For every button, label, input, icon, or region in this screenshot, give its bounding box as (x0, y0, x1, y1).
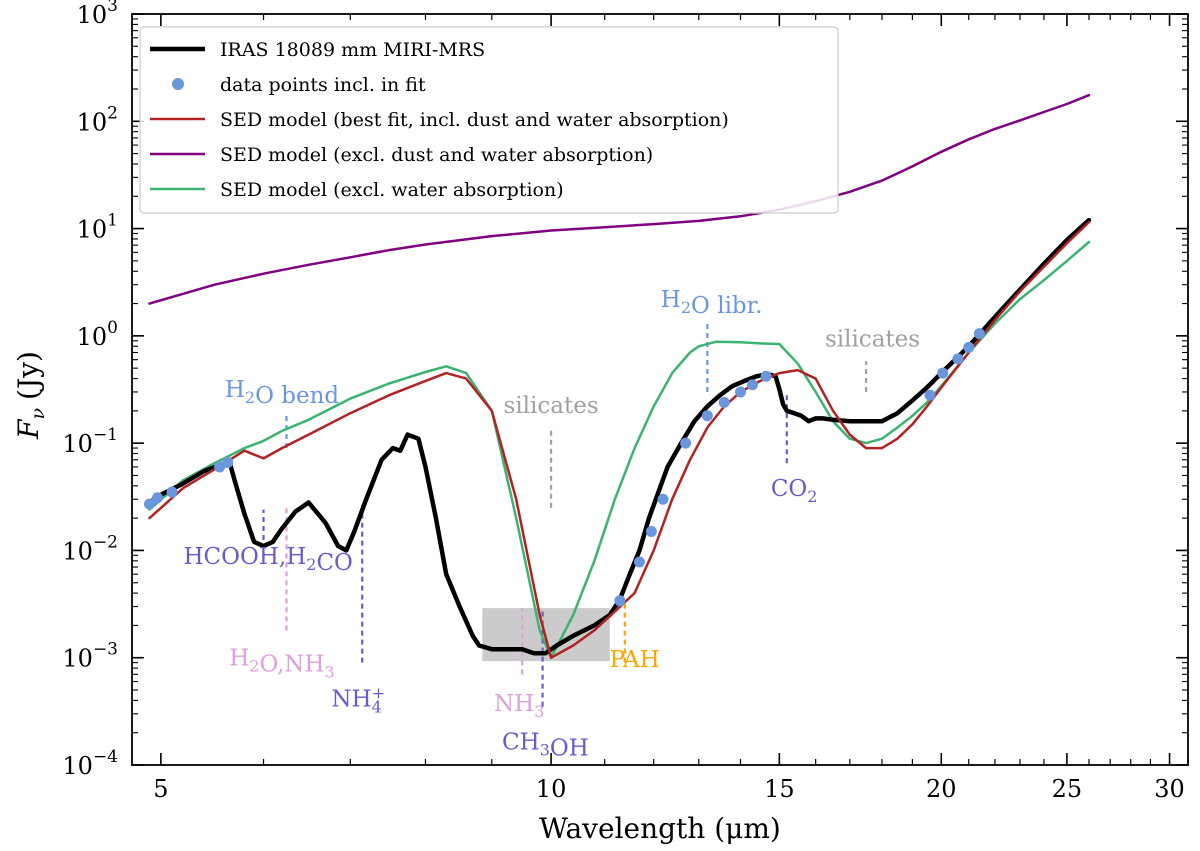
y-tick-label: 10−2 (62, 532, 118, 565)
annotation-label: silicates (504, 393, 599, 419)
legend-label: data points incl. in fit (220, 74, 426, 96)
fit-point (151, 492, 163, 504)
y-tick-label: 10−3 (62, 640, 118, 673)
svg-text:Fν(Jy): Fν (Jy) (12, 351, 49, 440)
fit-point (734, 386, 746, 398)
series-line (148, 240, 1091, 659)
fit-point (645, 526, 657, 538)
x-tick-label: 30 (1154, 775, 1185, 803)
plot-frame (131, 13, 1189, 766)
fit-point (760, 370, 772, 382)
legend: IRAS 18089 mm MIRI-MRS data points incl. … (139, 26, 839, 214)
y-tick-label: 10−4 (62, 747, 118, 780)
fit-point (166, 486, 178, 498)
fit-point (701, 410, 713, 422)
annotation-label: NH4+ (331, 684, 385, 717)
legend-label: SED model (excl. water absorption) (220, 179, 564, 201)
fit-point (657, 493, 669, 505)
series-line (147, 217, 1092, 656)
fit-point (973, 328, 985, 340)
annotation-label: CH3OH (502, 729, 589, 761)
y-tick-label: 103 (77, 0, 118, 29)
annotation-label: CO2 (771, 476, 818, 506)
ticks-layer (132, 13, 1189, 766)
fit-point (963, 341, 975, 353)
legend-label: IRAS 18089 mm MIRI-MRS (220, 39, 485, 61)
annotation-label: HCOOH,H2CO (183, 544, 352, 576)
y-tick-label: 100 (77, 318, 118, 351)
fit-point (214, 461, 226, 473)
y-axis-title-unit: (Jy) (12, 351, 45, 400)
x-tick-label: 10 (536, 775, 567, 803)
fit-point (937, 367, 949, 379)
fit-point (144, 498, 156, 510)
x-axis-title: Wavelength (μm) (539, 812, 781, 845)
fit-point (614, 595, 626, 607)
annotation-label: H2O,NH3 (229, 645, 334, 681)
x-tick-label: 25 (1052, 775, 1083, 803)
annotation-label: H2O bend (225, 377, 340, 409)
fit-point (924, 389, 936, 401)
y-tick-label: 102 (77, 103, 118, 136)
annotation-label: silicates (825, 326, 920, 352)
legend-entries: IRAS 18089 mm MIRI-MRS data points incl. … (150, 39, 729, 201)
legend-label: SED model (best fit, incl. dust and wate… (220, 109, 729, 131)
legend-label: SED model (excl. dust and water absorpti… (220, 144, 653, 166)
legend-box (139, 26, 839, 214)
tick-labels-layer: 5 10 15 20 25 30 10−4 10−3 10−2 10−1 100 101 102 103 (62, 0, 1184, 803)
y-tick-label: 10−1 (62, 425, 118, 458)
fit-points-layer (144, 328, 985, 607)
x-tick-label: 5 (153, 775, 168, 803)
x-tick-label: 20 (926, 775, 957, 803)
annotation-label: PAH (610, 647, 660, 673)
series-line (148, 93, 1091, 305)
fit-point (222, 457, 234, 469)
annotation-label: H2O libr. (661, 287, 763, 319)
fit-point (680, 437, 692, 449)
series-layer (147, 93, 1092, 659)
series-line (148, 220, 1091, 659)
y-axis-title-symbol: F (12, 418, 45, 440)
annotation-label: NH3 (494, 691, 544, 721)
legend-marker (172, 78, 184, 90)
y-axis-title-subscript: ν (27, 408, 49, 420)
x-tick-label: 15 (764, 775, 795, 803)
y-axis-title: Fν (Jy) (12, 351, 49, 440)
y-tick-label: 101 (77, 211, 118, 244)
fit-point (633, 556, 645, 568)
fit-point (746, 379, 758, 391)
fit-point (952, 353, 964, 365)
fit-point (718, 396, 730, 408)
